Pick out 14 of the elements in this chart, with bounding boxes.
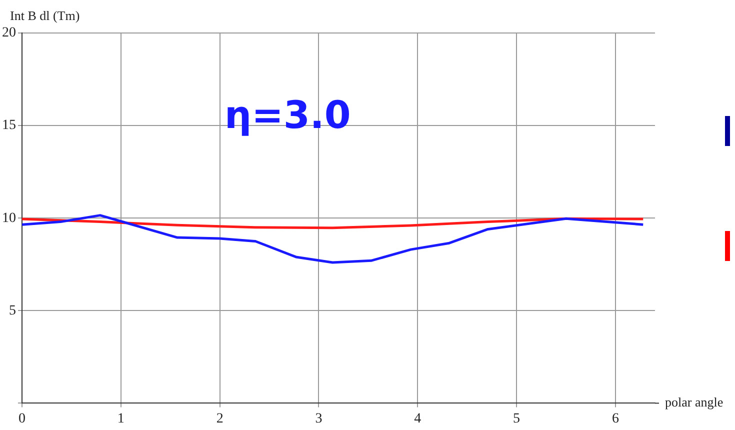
y-tick-label: 5 bbox=[9, 303, 16, 318]
annotation: η=3.0 bbox=[224, 92, 351, 137]
x-tick-label: 0 bbox=[18, 411, 26, 426]
x-tick-label: 6 bbox=[612, 411, 619, 426]
x-tick-label: 5 bbox=[513, 411, 520, 426]
x-tick-label: 2 bbox=[216, 411, 224, 426]
y-tick-label: 20 bbox=[2, 26, 16, 41]
x-tick-label: 4 bbox=[414, 411, 422, 426]
x-tick-label: 3 bbox=[315, 411, 322, 426]
x-tick-label: 1 bbox=[117, 411, 124, 426]
y-axis-title: Int B dl (Tm) bbox=[10, 8, 80, 23]
y-tick-label: 10 bbox=[2, 210, 16, 226]
x-axis-title: polar angle bbox=[665, 394, 724, 410]
y-tick-label: 15 bbox=[2, 118, 16, 134]
